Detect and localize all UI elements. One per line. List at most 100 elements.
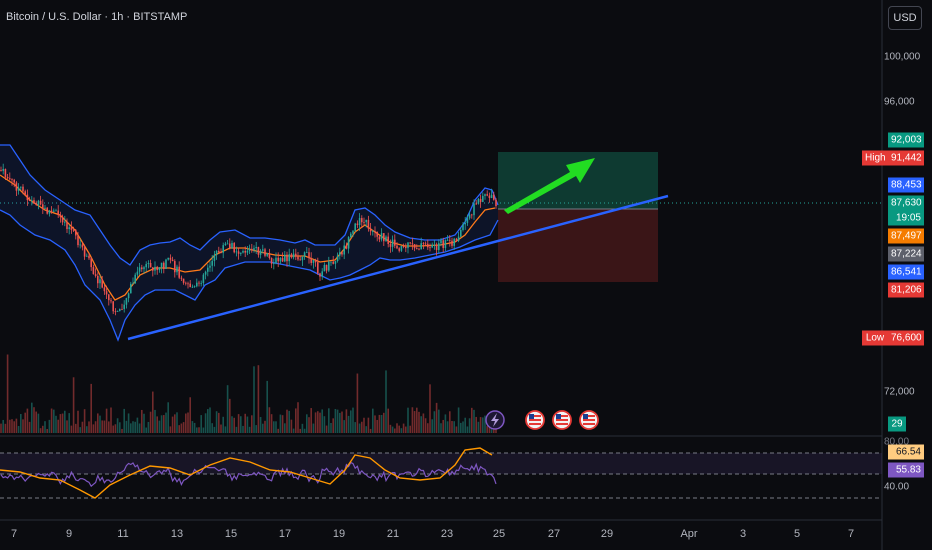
candle-body [367,219,370,229]
volume-bar [323,416,326,433]
position-loss-zone[interactable] [498,209,658,282]
volume-bar [420,416,422,433]
candle-body [145,264,147,268]
candle-body [251,248,253,251]
candle-body [169,257,172,260]
volume-bar [365,426,367,433]
volume-bar [290,419,293,433]
volume-bar [134,421,136,433]
upper-band-tag: 88,453 [888,177,924,193]
volume-bar [15,418,18,433]
candle-body [495,199,497,207]
candlestick-series[interactable] [0,163,497,316]
volume-bar [132,421,134,433]
volume-bar [411,407,414,433]
lower-band-tag: 86,541 [888,264,924,280]
volume-bar [321,409,323,433]
candle-body [391,239,394,247]
candle-body [310,258,312,263]
candle-body [101,279,103,288]
candle-body [141,267,143,270]
green-arrow[interactable] [504,158,595,214]
volume-bar [325,425,328,433]
us-flag-event-icon[interactable] [552,410,572,430]
candle-body [125,298,128,305]
candle-body [451,240,453,246]
volume-bar [442,419,444,433]
volume-bar [64,410,66,433]
candle-body [286,254,288,262]
currency-button[interactable]: USD [888,6,922,30]
volume-bar [224,426,227,433]
volume-bar [471,407,473,433]
symbol-title[interactable]: Bitcoin / U.S. Dollar · 1h · BITSTAMP [6,11,188,23]
candle-body [94,274,97,276]
candle-body [297,256,299,260]
candle-body [114,311,117,313]
candle-body [457,236,460,241]
volume-bar [235,426,238,433]
volume-bar [147,421,150,433]
volume-bar [477,421,480,433]
candle-body [475,203,477,205]
volume-bar [387,408,389,433]
volume-bar [306,414,308,433]
volume-bar [218,412,220,433]
bollinger-upper-band[interactable] [0,144,499,266]
volume-bar [108,421,110,433]
candle-body [37,200,40,206]
candle-body [301,256,304,261]
volume-bar [44,421,46,433]
volume-bar [136,417,139,433]
volume-bar [248,426,251,433]
time-tick: 17 [278,528,292,540]
candle-body [303,252,306,257]
bollinger-lower-band[interactable] [0,209,499,342]
time-tick: 11 [117,528,129,540]
candle-body [81,244,84,248]
candle-body [77,235,79,246]
candle-body [64,221,66,223]
volume-bar [48,419,51,433]
volume-bar [6,354,9,433]
volume-bar [240,416,242,433]
candle-body [147,263,150,265]
us-flag-event-icon[interactable] [525,410,545,430]
candle-body [484,194,486,196]
volume-bar [209,407,211,433]
candle-body [343,245,345,255]
bollinger-band-fill [0,145,498,340]
candle-body [86,255,88,257]
price-tick: 96,000 [884,96,915,108]
us-flag-event-icon[interactable] [579,410,599,430]
candle-body [224,243,227,246]
candle-body [354,223,356,231]
candle-body [97,275,99,284]
candle-body [22,186,24,192]
lightning-event-icon[interactable] [485,410,505,430]
volume-series[interactable] [0,354,497,433]
volume-bar [70,425,73,433]
rsi-ma-line[interactable] [0,447,493,499]
rsi-line[interactable] [0,461,497,488]
candle-body [358,218,361,226]
volume-bar [242,425,244,433]
volume-bar [288,410,290,433]
volume-bar [295,408,297,433]
volume-bar [167,402,169,433]
volume-bar [367,417,370,433]
volume-bar [42,425,44,433]
volume-bar [251,415,253,433]
candle-body [160,262,163,268]
candle-body [418,248,420,250]
candle-body [156,266,158,271]
candle-body [226,243,229,245]
trendline[interactable] [127,194,669,341]
volume-bar [281,415,284,433]
candle-body [246,250,249,253]
candle-body [299,259,301,261]
volume-bar [431,419,433,433]
volume-bar [433,411,436,433]
candle-body [387,236,389,244]
